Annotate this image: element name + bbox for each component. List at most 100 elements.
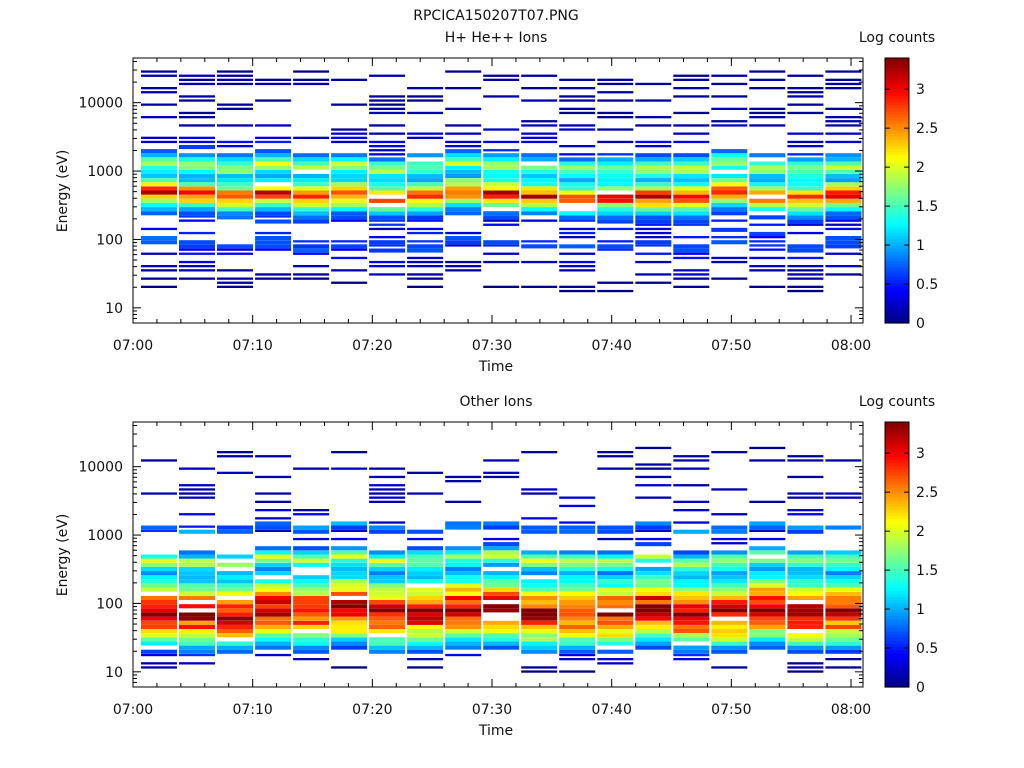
heatmap-cell <box>711 153 748 158</box>
heatmap-cell <box>445 575 482 580</box>
heatmap-cell <box>369 161 406 166</box>
heatmap-cell <box>635 211 672 216</box>
heatmap-cell <box>179 467 215 470</box>
heatmap-cell <box>673 587 710 592</box>
heatmap-cell <box>141 492 177 495</box>
heatmap-cell <box>483 459 520 462</box>
heatmap-cell <box>217 248 253 251</box>
colorbar-segment <box>885 437 909 442</box>
heatmap-cell <box>825 82 862 86</box>
heatmap-cell <box>217 178 253 183</box>
heatmap-cell <box>559 633 596 638</box>
colorbar-segment <box>885 646 909 651</box>
heatmap-cell <box>217 633 253 638</box>
heatmap-cell <box>141 649 177 654</box>
heatmap-cell <box>293 546 330 551</box>
heatmap-cell <box>445 149 482 154</box>
heatmap-cell <box>141 583 177 588</box>
heatmap-cell <box>141 227 177 231</box>
heatmap-cell <box>559 227 596 231</box>
heatmap-cell <box>787 496 824 499</box>
heatmap-cell <box>445 70 482 73</box>
colorbar-segment <box>885 164 909 168</box>
heatmap-cell <box>711 95 748 98</box>
heatmap-cell <box>635 273 672 276</box>
heatmap-cell <box>711 256 748 260</box>
heatmap-cell <box>787 190 824 195</box>
heatmap-cell <box>597 194 634 199</box>
heatmap-cell <box>597 649 634 654</box>
heatmap-cell <box>559 128 596 131</box>
heatmap-cell <box>597 595 634 600</box>
heatmap-cell <box>521 488 558 491</box>
heatmap-cell <box>521 670 558 673</box>
heatmap-cell <box>635 145 672 148</box>
heatmap-cell <box>179 662 215 665</box>
heatmap-cell <box>483 521 520 526</box>
heatmap-cell <box>141 575 177 580</box>
heatmap-cell <box>141 149 177 154</box>
heatmap-cell <box>749 169 786 174</box>
heatmap-cell <box>179 198 215 203</box>
heatmap-cell <box>179 182 215 187</box>
heatmap-cell <box>711 120 748 123</box>
heatmap-cell <box>559 600 596 605</box>
heatmap-cell <box>825 562 862 567</box>
heatmap-cell <box>483 546 520 551</box>
heatmap-cell <box>521 285 558 288</box>
heatmap-cell <box>673 190 710 195</box>
heatmap-cell <box>445 202 482 207</box>
colorbar-segment <box>885 552 909 557</box>
heatmap-cell <box>559 269 596 272</box>
heatmap-cell <box>141 285 177 288</box>
heatmap-cell <box>749 595 786 600</box>
heatmap-cell <box>407 265 444 268</box>
heatmap-cell <box>787 554 824 559</box>
heatmap-cell <box>597 227 634 231</box>
heatmap-cell <box>597 244 634 249</box>
heatmap-cell <box>559 604 596 609</box>
heatmap-cell <box>407 136 444 139</box>
heatmap-cell <box>597 173 634 178</box>
heatmap-cell <box>825 579 862 584</box>
heatmap-cell <box>407 248 444 253</box>
heatmap-cell <box>521 624 558 629</box>
heatmap-cell <box>749 116 786 119</box>
heatmap-cell <box>521 629 558 634</box>
heatmap-cell <box>749 583 786 588</box>
heatmap-cell <box>141 662 177 665</box>
heatmap-cell <box>141 604 177 609</box>
heatmap-cell <box>559 198 596 203</box>
heatmap-cell <box>445 554 482 559</box>
heatmap-cell <box>635 484 672 487</box>
colorbar-segment <box>885 637 909 641</box>
heatmap-cell <box>141 103 177 106</box>
heatmap-cell <box>407 624 444 629</box>
heatmap-cell <box>597 451 634 454</box>
colorbar-segment <box>885 481 909 485</box>
heatmap-cell <box>369 273 406 276</box>
heatmap-cell <box>255 136 292 139</box>
heatmap-cell <box>255 157 292 162</box>
y-tick-label: 100 <box>96 596 123 612</box>
heatmap-cell <box>331 169 368 174</box>
heatmap-cell <box>217 629 253 634</box>
panel-title: H+ He++ Ions <box>445 30 548 46</box>
heatmap-cell <box>445 124 482 127</box>
heatmap-cell <box>293 240 330 243</box>
heatmap-cell <box>407 273 444 276</box>
heatmap-cell <box>255 591 292 596</box>
colorbar: 0 0.5 1 1.5 2 2.5 3 <box>884 421 938 696</box>
heatmap-cell <box>673 178 710 183</box>
heatmap-cell <box>369 604 406 609</box>
heatmap-cell <box>483 169 520 174</box>
heatmap-cell <box>825 459 862 462</box>
heatmap-cell <box>483 153 520 158</box>
heatmap-cell <box>179 194 215 199</box>
heatmap-cell <box>521 641 558 646</box>
colorbar-segment <box>885 291 909 296</box>
heatmap-cell <box>445 178 482 183</box>
heatmap-cell <box>331 629 368 634</box>
heatmap-cell <box>825 620 862 625</box>
heatmap-cell <box>217 190 253 195</box>
